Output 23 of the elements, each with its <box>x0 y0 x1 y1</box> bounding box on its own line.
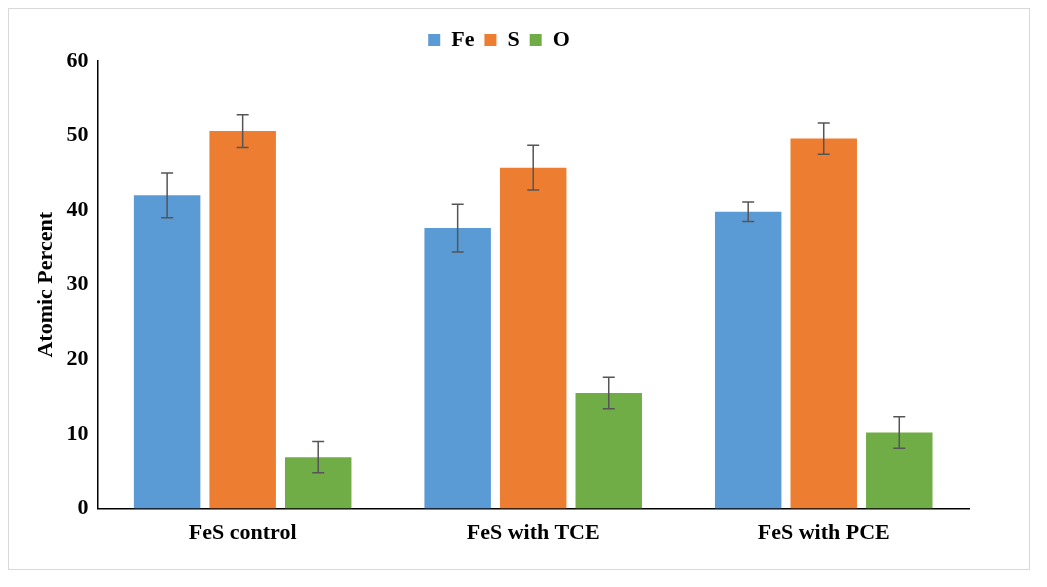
bar <box>499 167 567 509</box>
y-tick-label: 10 <box>66 419 89 445</box>
y-tick-label: 50 <box>66 121 89 147</box>
legend-label: Fe <box>451 25 475 51</box>
y-tick-label: 40 <box>66 195 89 221</box>
y-tick-label: 0 <box>77 494 89 520</box>
y-tick-label: 30 <box>66 270 89 296</box>
x-tick-label: FeS with TCE <box>466 519 600 545</box>
legend-label: S <box>507 25 520 51</box>
bar <box>284 457 352 509</box>
bar <box>790 138 857 509</box>
bar <box>424 228 491 509</box>
x-tick-label: FeS control <box>188 519 297 545</box>
y-tick-label: 20 <box>66 345 89 371</box>
bar <box>133 195 201 509</box>
x-tick-label: FeS with PCE <box>757 519 890 545</box>
y-axis-title: Atomic Percent <box>31 211 57 358</box>
bar <box>866 432 933 509</box>
legend-label: O <box>552 25 570 51</box>
y-tick-label: 60 <box>66 46 89 72</box>
bar <box>575 392 642 509</box>
bar <box>714 211 782 509</box>
bar <box>209 131 276 509</box>
